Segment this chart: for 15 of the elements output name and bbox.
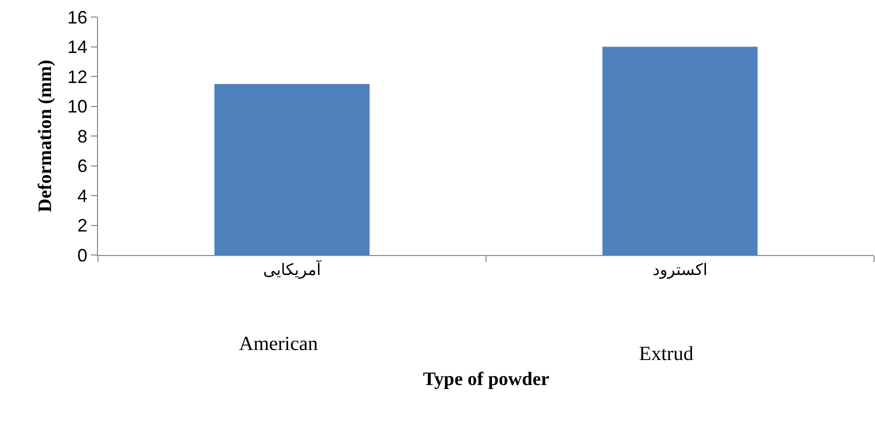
y-axis-title: Deformation (mm)	[35, 60, 56, 212]
y-tick-label: 6	[77, 156, 88, 176]
y-tick-label: 14	[67, 37, 88, 58]
y-tick-label: 10	[67, 96, 88, 117]
text: American	[239, 333, 318, 355]
y-tick-label: 8	[77, 126, 88, 146]
y-tick-label: 16	[67, 7, 88, 28]
x-tick-label: آمریکایی	[263, 259, 322, 280]
text: Extrud	[639, 343, 694, 365]
y-tick-label: 2	[77, 216, 88, 236]
y-tick-label: 12	[67, 66, 88, 87]
x-axis-title: Type of powder	[423, 369, 550, 390]
y-tick-label: 0	[77, 245, 88, 266]
y-tick-label: 4	[77, 186, 88, 206]
x-tick-label: اکسترود	[652, 260, 708, 280]
